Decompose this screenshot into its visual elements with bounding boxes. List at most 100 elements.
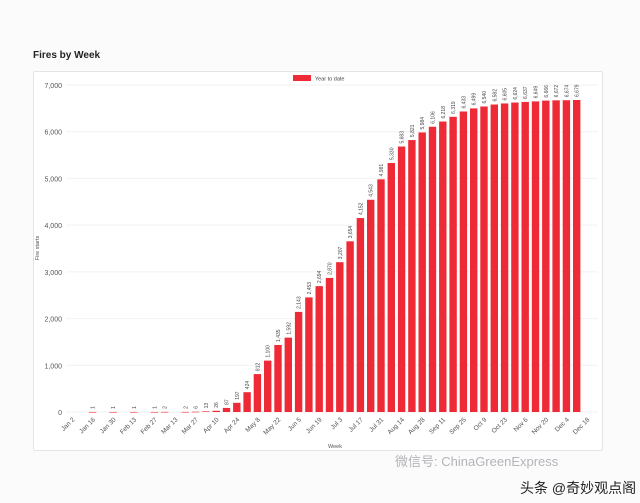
x-tick-label: Jul 3	[330, 416, 345, 431]
x-tick-label: Aug 14	[386, 416, 406, 436]
data-label: 1,592	[286, 322, 292, 335]
data-label: 2,694	[317, 270, 323, 283]
data-label: 4,981	[379, 164, 385, 177]
x-tick-label: Aug 28	[407, 416, 427, 436]
x-axis-title: Week	[328, 444, 342, 450]
y-tick-label: 5,000	[44, 176, 62, 183]
bar	[500, 103, 509, 412]
data-label: 6,666	[544, 85, 550, 98]
x-tick-label: Apr 24	[223, 416, 242, 435]
x-tick-label: Apr 10	[202, 416, 221, 435]
data-label: 5,330	[389, 147, 395, 160]
y-tick-label: 4,000	[44, 223, 62, 230]
bar	[573, 99, 581, 412]
x-tick-label: Jun 19	[305, 416, 324, 435]
data-label: 4,152	[358, 202, 364, 215]
bar	[284, 337, 292, 412]
bar	[222, 407, 231, 412]
x-tick-label: May 22	[262, 416, 282, 436]
data-label: 1	[111, 406, 117, 409]
data-label: 1	[132, 406, 138, 409]
y-tick-label: 1,000	[44, 363, 62, 370]
bar	[562, 100, 571, 413]
data-label: 2	[163, 406, 169, 409]
data-label: 2,453	[307, 282, 313, 295]
x-tick-label: Jan 16	[78, 416, 97, 435]
bar	[243, 392, 251, 412]
y-tick-label: 6,000	[44, 130, 62, 137]
data-label: 3,654	[348, 226, 354, 239]
x-tick-label: Jul 17	[348, 416, 365, 433]
y-axis-title: Fire starts	[35, 236, 41, 261]
data-label: 6,499	[472, 93, 478, 106]
bar	[274, 344, 282, 412]
bar	[150, 411, 159, 413]
wechat-watermark: 微信号: ChinaGreenExpress	[395, 454, 559, 469]
bar	[521, 101, 529, 413]
bar	[387, 163, 395, 412]
x-tick-label: Oct 23	[491, 416, 510, 435]
data-label: 3,207	[338, 246, 344, 259]
data-label: 6,674	[564, 84, 570, 97]
bar	[418, 132, 426, 412]
x-tick-label: Mar 13	[160, 416, 180, 436]
bar	[552, 100, 560, 412]
data-label: 6,540	[482, 91, 488, 104]
x-tick-label: Jun 5	[287, 416, 303, 432]
data-label: 26	[214, 402, 220, 408]
data-label: 6,433	[461, 96, 467, 109]
x-tick-label: Nov 20	[531, 416, 551, 436]
bar	[109, 411, 117, 413]
data-label: 4,543	[369, 184, 375, 197]
x-tick-label: May 8	[244, 416, 262, 434]
data-label: 1	[152, 406, 158, 409]
bar	[356, 218, 365, 412]
data-label: 6,679	[575, 84, 581, 97]
x-tick-label: Sep 25	[448, 416, 468, 436]
data-label: 424	[245, 381, 251, 390]
data-label: 6,637	[523, 86, 529, 99]
data-label: 5,984	[420, 117, 426, 130]
data-label: 2,870	[328, 262, 334, 275]
x-tick-label: Jul 31	[368, 416, 385, 433]
data-label: 6,106	[431, 111, 437, 124]
bar	[130, 411, 138, 413]
bar	[212, 410, 220, 412]
y-tick-label: 2,000	[44, 317, 62, 324]
data-label: 1	[91, 406, 97, 409]
bar	[449, 116, 457, 412]
data-label: 2	[183, 406, 189, 409]
bar	[161, 411, 169, 413]
x-tick-label: Nov 6	[513, 416, 530, 433]
data-label: 1,100	[266, 345, 272, 358]
bar	[88, 411, 97, 413]
x-tick-label: Dec 4	[554, 416, 571, 433]
data-label: 5,683	[400, 131, 406, 144]
x-tick-label: Jan 30	[99, 416, 118, 435]
bar	[397, 146, 406, 413]
data-label: 6,605	[503, 88, 509, 101]
data-label: 197	[235, 391, 241, 400]
legend-swatch	[293, 75, 311, 81]
data-label: 87	[225, 399, 231, 405]
bar	[367, 199, 375, 412]
data-label: 6,218	[441, 106, 447, 119]
data-label: 6	[194, 406, 200, 409]
data-label: 5,821	[410, 124, 416, 137]
bar	[325, 277, 334, 412]
bar	[470, 108, 478, 412]
x-tick-label: Mar 27	[181, 416, 201, 436]
bar	[408, 140, 416, 412]
bar	[202, 411, 210, 412]
legend-label: Year to date	[315, 77, 344, 83]
bar	[490, 104, 498, 412]
bar	[377, 179, 385, 412]
data-label: 6,649	[534, 86, 540, 99]
x-tick-label: Oct 9	[472, 416, 488, 432]
bar	[459, 111, 468, 412]
x-tick-label: Sep 11	[428, 416, 447, 435]
data-label: 812	[255, 363, 261, 372]
bar	[336, 262, 344, 412]
x-tick-label: Feb 13	[119, 416, 139, 436]
